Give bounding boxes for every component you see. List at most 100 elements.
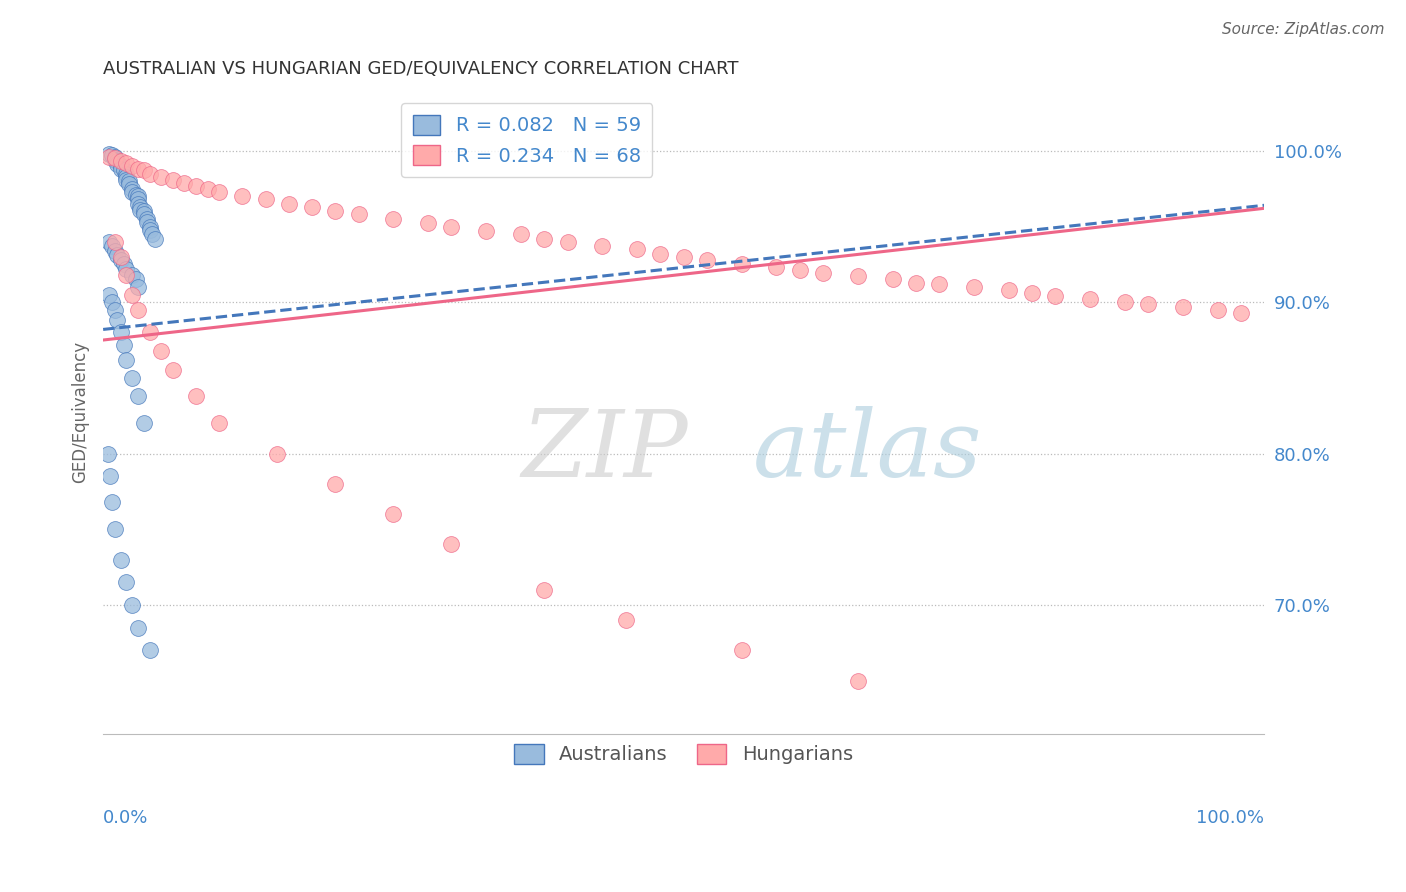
Point	[121, 159, 143, 173]
Point	[115, 352, 138, 367]
Point	[115, 575, 138, 590]
Point	[162, 172, 184, 186]
Point	[208, 417, 231, 431]
Point	[105, 248, 128, 262]
Point	[115, 261, 138, 276]
Point	[1136, 296, 1159, 310]
Point	[115, 172, 138, 186]
Point	[121, 598, 143, 612]
Point	[105, 154, 128, 169]
Point	[104, 522, 127, 536]
Point	[104, 302, 127, 317]
Point	[418, 217, 440, 231]
Point	[110, 154, 132, 169]
Point	[127, 280, 149, 294]
Point	[765, 260, 787, 275]
Y-axis label: GED/Equivalency: GED/Equivalency	[72, 341, 89, 483]
Point	[110, 326, 132, 340]
Point	[672, 250, 695, 264]
Point	[115, 169, 138, 184]
Point	[121, 185, 143, 199]
Point	[208, 185, 231, 199]
Point	[124, 187, 146, 202]
Point	[101, 295, 124, 310]
Point	[98, 469, 121, 483]
Point	[97, 146, 120, 161]
Point	[101, 495, 124, 509]
Point	[112, 337, 135, 351]
Point	[963, 280, 986, 294]
Point	[138, 219, 160, 234]
Point	[112, 163, 135, 178]
Point	[382, 507, 405, 521]
Point	[110, 161, 132, 176]
Point	[118, 174, 141, 188]
Point	[97, 446, 120, 460]
Point	[254, 192, 277, 206]
Point	[440, 537, 463, 551]
Point	[846, 269, 869, 284]
Point	[173, 176, 195, 190]
Point	[138, 222, 160, 236]
Point	[132, 417, 155, 431]
Point	[118, 177, 141, 191]
Point	[231, 189, 253, 203]
Point	[97, 287, 120, 301]
Point	[557, 235, 579, 249]
Text: ZIP: ZIP	[522, 406, 688, 496]
Point	[591, 239, 613, 253]
Point	[614, 613, 637, 627]
Point	[811, 267, 834, 281]
Point	[104, 152, 127, 166]
Point	[904, 276, 927, 290]
Point	[162, 363, 184, 377]
Point	[323, 204, 346, 219]
Point	[105, 157, 128, 171]
Point	[138, 643, 160, 657]
Point	[121, 182, 143, 196]
Point	[121, 268, 143, 282]
Point	[97, 235, 120, 249]
Point	[110, 552, 132, 566]
Point	[129, 202, 152, 217]
Point	[101, 239, 124, 253]
Point	[132, 163, 155, 178]
Point	[127, 196, 149, 211]
Point	[110, 252, 132, 267]
Point	[138, 167, 160, 181]
Point	[97, 150, 120, 164]
Text: atlas: atlas	[754, 406, 983, 496]
Point	[730, 257, 752, 271]
Point	[127, 192, 149, 206]
Text: Source: ZipAtlas.com: Source: ZipAtlas.com	[1222, 22, 1385, 37]
Point	[1043, 289, 1066, 303]
Point	[266, 446, 288, 460]
Point	[846, 673, 869, 688]
Point	[101, 148, 124, 162]
Point	[141, 227, 163, 241]
Point	[510, 227, 533, 241]
Point	[475, 224, 498, 238]
Point	[127, 189, 149, 203]
Point	[110, 159, 132, 173]
Point	[115, 156, 138, 170]
Point	[115, 167, 138, 181]
Point	[1206, 302, 1229, 317]
Point	[789, 263, 811, 277]
Point	[127, 389, 149, 403]
Point	[105, 313, 128, 327]
Point	[136, 211, 159, 226]
Point	[882, 272, 904, 286]
Point	[127, 161, 149, 176]
Point	[121, 287, 143, 301]
Point	[197, 182, 219, 196]
Point	[104, 153, 127, 167]
Point	[145, 232, 167, 246]
Point	[533, 232, 555, 246]
Point	[132, 204, 155, 219]
Point	[127, 302, 149, 317]
Point	[124, 272, 146, 286]
Point	[1114, 295, 1136, 310]
Legend: Australians, Hungarians: Australians, Hungarians	[506, 736, 860, 772]
Text: 100.0%: 100.0%	[1197, 809, 1264, 827]
